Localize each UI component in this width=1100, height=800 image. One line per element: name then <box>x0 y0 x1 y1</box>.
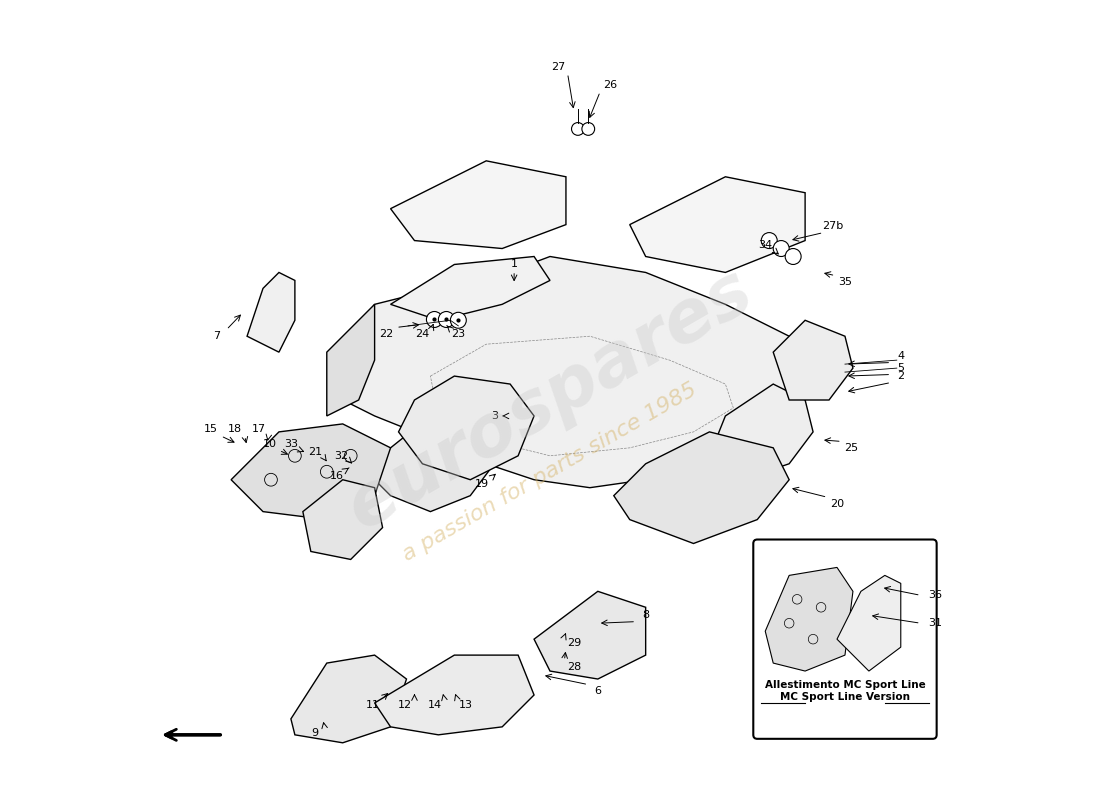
Text: 31: 31 <box>928 618 943 628</box>
Text: 11: 11 <box>366 699 379 710</box>
Polygon shape <box>327 304 375 416</box>
Text: eurospares: eurospares <box>336 256 764 544</box>
Text: 8: 8 <box>642 610 649 620</box>
Text: 33: 33 <box>284 439 298 449</box>
Circle shape <box>450 312 466 328</box>
Text: 14: 14 <box>427 699 441 710</box>
Polygon shape <box>398 376 535 480</box>
Circle shape <box>785 249 801 265</box>
Polygon shape <box>366 416 494 512</box>
Circle shape <box>427 311 442 327</box>
Polygon shape <box>375 655 535 735</box>
Text: 9: 9 <box>311 728 318 738</box>
Text: 12: 12 <box>398 699 412 710</box>
Polygon shape <box>629 177 805 273</box>
Text: 27: 27 <box>551 62 565 72</box>
FancyBboxPatch shape <box>754 539 937 739</box>
Text: 25: 25 <box>845 443 858 453</box>
Polygon shape <box>231 424 390 519</box>
Text: 5: 5 <box>898 363 904 373</box>
FancyArrowPatch shape <box>165 730 220 740</box>
Polygon shape <box>766 567 852 671</box>
Text: 34: 34 <box>758 239 772 250</box>
Text: Allestimento MC Sport Line
MC Sport Line Version: Allestimento MC Sport Line MC Sport Line… <box>764 680 925 702</box>
Circle shape <box>761 233 778 249</box>
Polygon shape <box>710 384 813 480</box>
Circle shape <box>572 122 584 135</box>
Text: 36: 36 <box>928 590 943 600</box>
Text: 4: 4 <box>898 351 904 361</box>
Text: 3: 3 <box>491 411 497 421</box>
Polygon shape <box>390 257 550 320</box>
Text: 28: 28 <box>566 662 581 672</box>
Text: 6: 6 <box>594 686 602 696</box>
Text: 35: 35 <box>838 277 853 287</box>
Text: 16: 16 <box>330 470 344 481</box>
Polygon shape <box>248 273 295 352</box>
Polygon shape <box>614 432 789 543</box>
Polygon shape <box>334 257 805 488</box>
Text: 1: 1 <box>510 259 518 270</box>
Text: 19: 19 <box>475 478 490 489</box>
Text: 17: 17 <box>252 425 266 434</box>
Text: 13: 13 <box>460 699 473 710</box>
Text: 15: 15 <box>205 425 218 434</box>
Circle shape <box>439 311 454 327</box>
Text: 27b: 27b <box>823 222 844 231</box>
Text: 29: 29 <box>566 638 581 648</box>
Circle shape <box>582 122 595 135</box>
Text: 26: 26 <box>603 80 617 90</box>
Text: 21: 21 <box>308 447 322 457</box>
Polygon shape <box>773 320 852 400</box>
Text: 20: 20 <box>829 498 844 509</box>
Text: 23: 23 <box>451 329 465 339</box>
Polygon shape <box>290 655 407 743</box>
Text: 2: 2 <box>898 371 904 381</box>
Polygon shape <box>535 591 646 679</box>
Polygon shape <box>837 575 901 671</box>
Polygon shape <box>390 161 565 249</box>
Circle shape <box>773 241 789 257</box>
Text: 22: 22 <box>379 329 394 339</box>
Text: 24: 24 <box>416 329 430 339</box>
Text: 10: 10 <box>263 439 276 449</box>
Text: a passion for parts since 1985: a passion for parts since 1985 <box>399 379 701 565</box>
Text: 32: 32 <box>334 451 349 461</box>
Polygon shape <box>302 480 383 559</box>
Text: 7: 7 <box>213 331 220 342</box>
Text: 18: 18 <box>228 425 242 434</box>
